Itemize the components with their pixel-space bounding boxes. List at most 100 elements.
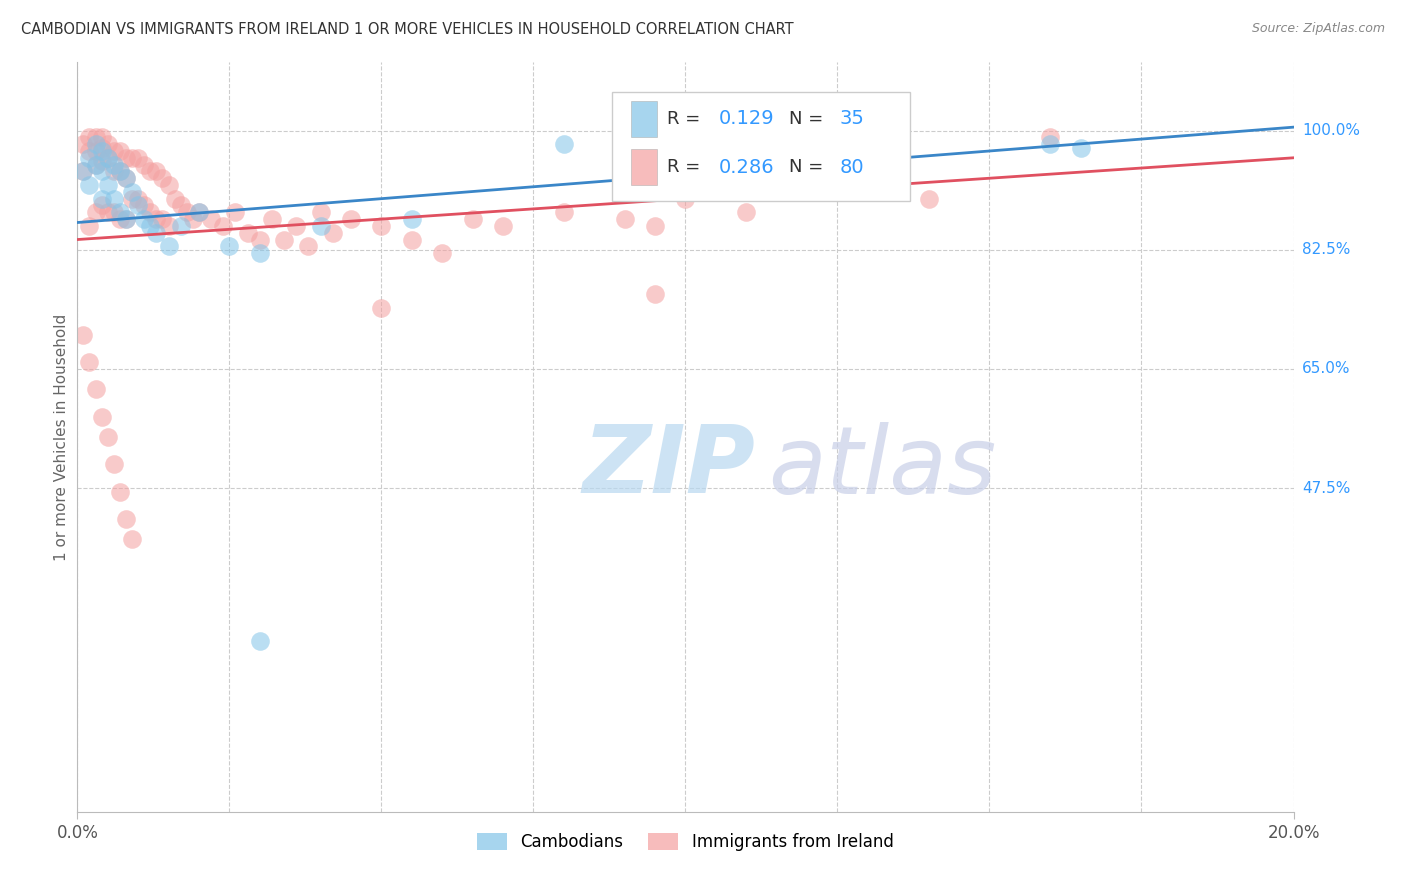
Point [84,158,107,172]
Point [79,178,101,192]
Point [103,158,125,172]
Text: 0.286: 0.286 [718,158,773,177]
Point [90,140,112,154]
Point [675,192,697,206]
Text: N =: N = [789,110,828,128]
Point [97,151,120,165]
Text: 65.0%: 65.0% [1302,361,1350,376]
Point [553,137,575,152]
Text: R =: R = [668,110,706,128]
Point [1039,137,1062,152]
Point [134,212,156,227]
Point [401,212,423,227]
Point [152,171,174,186]
Point [108,164,131,178]
Point [72,164,94,178]
Point [115,171,138,186]
Point [309,205,332,219]
Point [121,192,143,206]
Point [157,239,180,253]
Point [90,409,112,424]
Point [103,458,125,472]
Point [430,246,453,260]
Point [108,212,131,227]
Point [79,355,101,369]
Point [163,192,186,206]
Point [79,144,101,158]
Point [84,144,107,158]
Point [103,164,125,178]
Point [97,151,120,165]
Point [97,178,120,192]
Point [103,192,125,206]
Point [84,137,107,152]
Text: Source: ZipAtlas.com: Source: ZipAtlas.com [1251,22,1385,36]
Point [145,164,167,178]
Point [370,219,392,233]
Point [285,219,308,233]
Point [79,219,101,233]
Text: 35: 35 [839,109,865,128]
Point [121,533,143,547]
Point [84,130,107,145]
Point [644,287,666,301]
Point [461,212,484,227]
Point [340,212,363,227]
Text: 100.0%: 100.0% [1302,123,1360,138]
Point [84,205,107,219]
Point [297,239,319,253]
Text: 47.5%: 47.5% [1302,481,1350,496]
Point [236,226,259,240]
Point [249,233,271,247]
Point [127,192,149,206]
Text: atlas: atlas [768,422,997,513]
Point [200,212,222,227]
Point [796,185,818,199]
Point [79,151,101,165]
Point [1039,130,1062,145]
Point [260,212,283,227]
Point [115,212,138,227]
Point [735,205,758,219]
Text: 82.5%: 82.5% [1302,243,1350,257]
Point [212,219,235,233]
Point [224,205,246,219]
Point [613,144,636,158]
Point [97,430,120,444]
Point [72,164,94,178]
Point [121,151,143,165]
FancyBboxPatch shape [613,93,911,201]
Text: 0.129: 0.129 [718,109,773,128]
Text: R =: R = [668,159,706,177]
Point [90,154,112,169]
Point [157,178,180,192]
Point [188,205,211,219]
Point [72,137,94,152]
Point [856,130,879,145]
Bar [631,101,658,136]
Point [108,484,131,499]
Point [170,198,193,212]
Text: ZIP: ZIP [582,421,755,513]
Point [108,205,131,219]
Point [97,137,120,152]
Point [145,212,167,227]
Point [139,164,162,178]
Point [127,198,149,212]
Point [273,233,295,247]
Point [90,192,112,206]
Point [181,212,204,227]
Point [115,151,138,165]
Legend: Cambodians, Immigrants from Ireland: Cambodians, Immigrants from Ireland [471,826,900,857]
Point [103,144,125,158]
Point [127,151,149,165]
Point [90,130,112,145]
Point [115,512,138,526]
Point [249,634,271,648]
Point [218,239,240,253]
Point [108,144,131,158]
Point [176,205,198,219]
Point [84,158,107,172]
Point [97,205,120,219]
Point [134,198,156,212]
